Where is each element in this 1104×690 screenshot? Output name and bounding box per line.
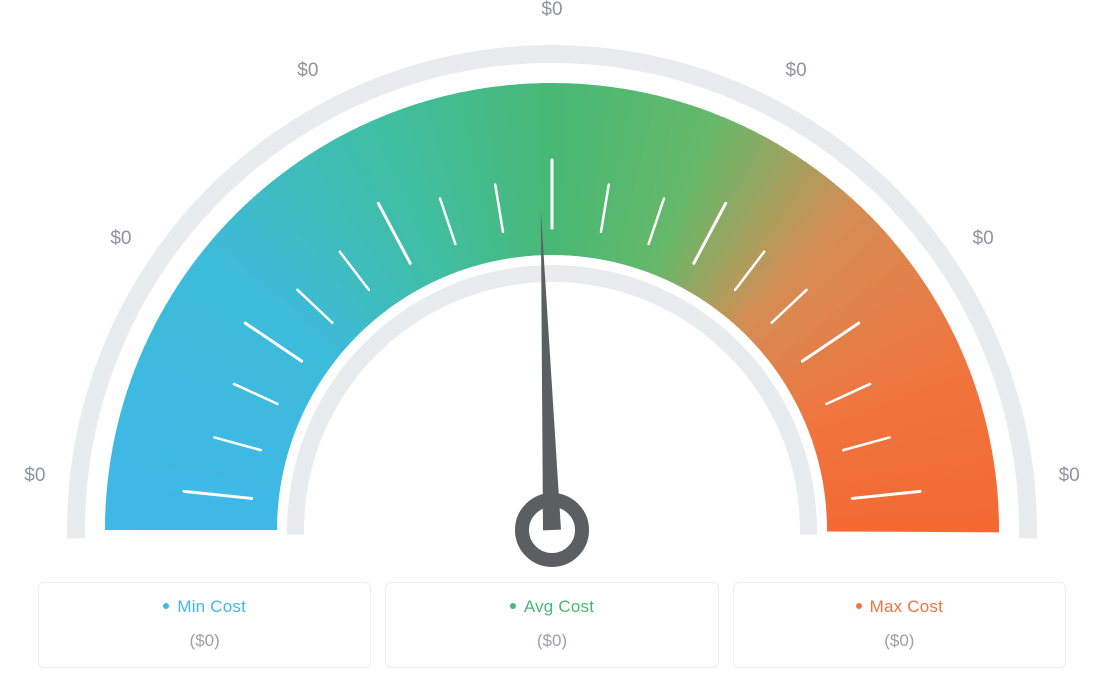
legend-title-min: Min Cost <box>49 597 360 617</box>
legend-value-min: ($0) <box>49 631 360 651</box>
legend-title-max: Max Cost <box>744 597 1055 617</box>
cost-gauge-widget: $0 $0 $0 $0 $0 $0 $0 Min Cost ($0) Avg Cost ($… <box>0 0 1104 690</box>
legend-label-min: Min Cost <box>177 597 246 616</box>
gauge-chart: $0$0$0$0$0$0$0 <box>32 20 1072 580</box>
gauge-tick-label: $0 <box>541 0 562 21</box>
legend-value-avg: ($0) <box>396 631 707 651</box>
legend-card-min: Min Cost ($0) <box>38 582 371 668</box>
legend-value-max: ($0) <box>744 631 1055 651</box>
gauge-tick-label: $0 <box>110 228 131 250</box>
gauge-tick-label: $0 <box>973 228 994 250</box>
legend-card-max: Max Cost ($0) <box>733 582 1066 668</box>
legend-label-max: Max Cost <box>870 597 943 616</box>
legend-label-avg: Avg Cost <box>524 597 594 616</box>
gauge-tick-label: $0 <box>297 60 318 82</box>
gauge-tick-label: $0 <box>24 465 45 487</box>
gauge-tick-label: $0 <box>786 60 807 82</box>
legend-dot-max <box>856 603 862 609</box>
legend-dot-avg <box>510 603 516 609</box>
gauge-tick-label: $0 <box>1059 465 1080 487</box>
legend-dot-min <box>163 603 169 609</box>
legend-title-avg: Avg Cost <box>396 597 707 617</box>
legend-card-avg: Avg Cost ($0) <box>385 582 718 668</box>
legend-row: Min Cost ($0) Avg Cost ($0) Max Cost ($0… <box>38 582 1066 668</box>
